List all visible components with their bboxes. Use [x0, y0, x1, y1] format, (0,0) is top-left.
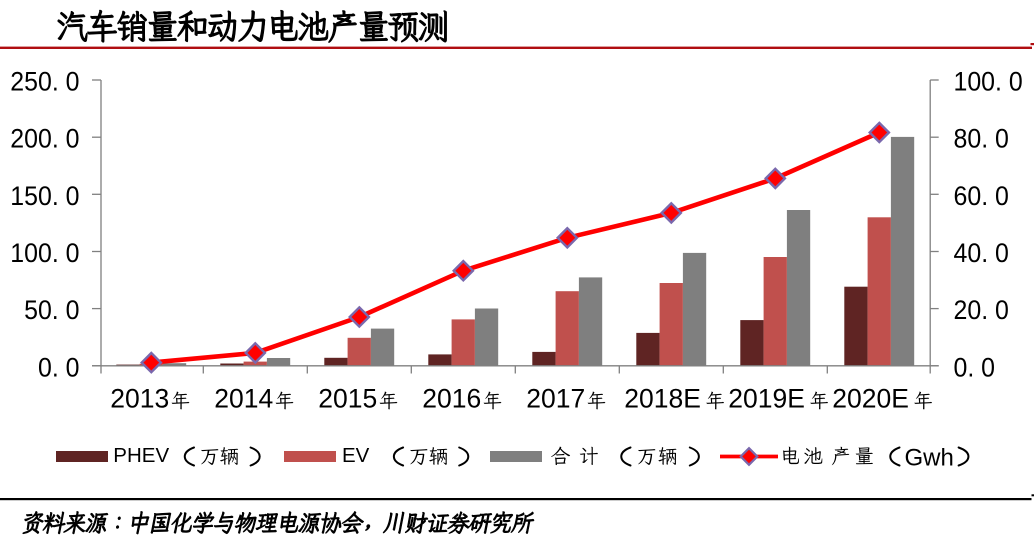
- svg-text:150. 0: 150. 0: [10, 181, 79, 211]
- svg-text:2017: 2017: [526, 384, 585, 414]
- svg-text:0. 0: 0. 0: [38, 352, 80, 382]
- svg-text:0. 0: 0. 0: [954, 352, 996, 382]
- svg-text:2015: 2015: [318, 384, 377, 414]
- svg-text:2018E: 2018E: [624, 384, 701, 414]
- svg-text:60. 0: 60. 0: [954, 181, 1009, 211]
- svg-text:20. 0: 20. 0: [954, 295, 1009, 325]
- svg-text:2020E: 2020E: [832, 384, 909, 414]
- svg-text:2013: 2013: [110, 384, 169, 414]
- svg-text:2019E: 2019E: [728, 384, 805, 414]
- svg-text:2014: 2014: [214, 384, 273, 414]
- svg-text:Gwh: Gwh: [905, 445, 954, 472]
- svg-text:80. 0: 80. 0: [954, 124, 1009, 154]
- svg-text:40. 0: 40. 0: [954, 238, 1009, 268]
- svg-text:PHEV: PHEV: [113, 444, 169, 467]
- svg-text:100. 0: 100. 0: [954, 67, 1023, 97]
- svg-text:100. 0: 100. 0: [10, 238, 79, 268]
- svg-text:50. 0: 50. 0: [24, 295, 79, 325]
- svg-text:250. 0: 250. 0: [10, 67, 79, 97]
- svg-text:EV: EV: [342, 444, 370, 467]
- svg-text:200. 0: 200. 0: [10, 124, 79, 154]
- svg-text:2016: 2016: [422, 384, 481, 414]
